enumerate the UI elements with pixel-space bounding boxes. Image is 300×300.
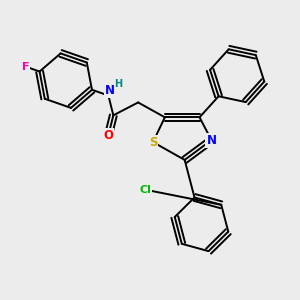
Text: F: F [22, 61, 29, 72]
Text: N: N [206, 134, 216, 147]
Text: S: S [149, 136, 157, 148]
Text: H: H [114, 79, 122, 88]
Text: O: O [103, 129, 113, 142]
Text: N: N [105, 84, 116, 97]
Text: Cl: Cl [139, 184, 151, 195]
